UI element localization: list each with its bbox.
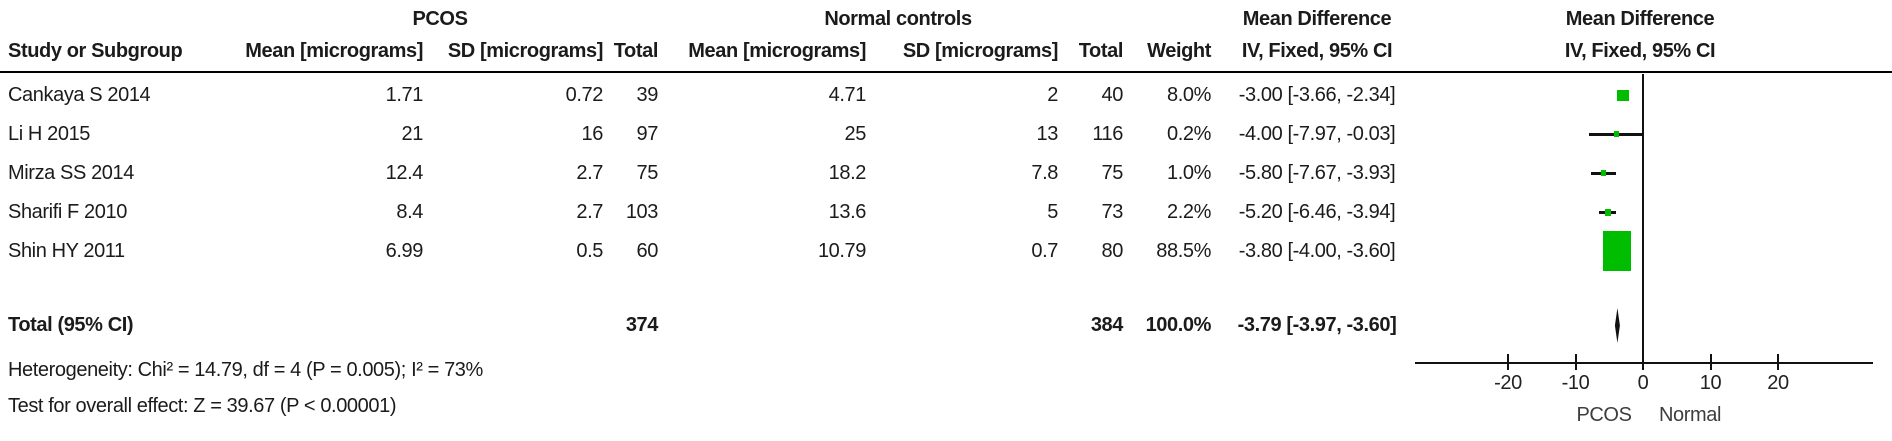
column-header-pcos-total: Total: [613, 39, 659, 62]
effect-square: [1601, 170, 1607, 176]
column-header-control-sd: SD [micrograms]: [902, 39, 1059, 62]
axis-tick: [1574, 354, 1577, 370]
control-total-cell: 80: [1101, 240, 1124, 262]
control-sd-cell: 2: [1047, 84, 1058, 106]
weight-cell: 8.0%: [1167, 84, 1211, 106]
ci-cell: -3.00 [-3.66, -2.34]: [1238, 84, 1396, 106]
pcos-total-cell: 75: [636, 162, 659, 184]
control-total-cell: 116: [1092, 123, 1123, 145]
study-row: Shin HY 2011 6.99 0.5 60 10.79 0.7 80 88…: [0, 232, 1892, 271]
study-row: Mirza SS 2014 12.4 2.7 75 18.2 7.8 75 1.…: [0, 154, 1892, 193]
ci-cell: -5.20 [-6.46, -3.94]: [1238, 201, 1396, 223]
column-header-study: Study or Subgroup: [8, 39, 183, 62]
axis-line: [1415, 362, 1873, 364]
total-label: Total (95% CI): [8, 314, 134, 336]
column-header-control-total: Total: [1078, 39, 1124, 62]
control-mean-cell: 25: [844, 123, 867, 145]
heterogeneity-line: Heterogeneity: Chi² = 14.79, df = 4 (P =…: [8, 358, 483, 381]
effect-square: [1613, 131, 1619, 137]
pcos-sd-cell: 16: [581, 123, 604, 145]
control-sd-cell: 5: [1047, 201, 1058, 223]
axis-tick-label: 20: [1767, 372, 1789, 394]
weight-cell: 88.5%: [1156, 240, 1211, 262]
group-header-mean-difference-text: Mean Difference: [1242, 7, 1392, 30]
ci-cell: -3.80 [-4.00, -3.60]: [1238, 240, 1396, 262]
header-divider-rule: [0, 71, 1892, 73]
axis-tick-label: 0: [1637, 372, 1649, 394]
total-weight: 100.0%: [1145, 314, 1212, 336]
ci-cell: -5.80 [-7.67, -3.93]: [1238, 162, 1396, 184]
zero-line: [1642, 74, 1644, 362]
axis-tick-label: -20: [1494, 372, 1522, 394]
study-name-cell: Cankaya S 2014: [8, 84, 151, 106]
column-header-ci: IV, Fixed, 95% CI: [1241, 39, 1393, 62]
total-row: Total (95% CI) 374 384 100.0% -3.79 [-3.…: [0, 306, 1892, 345]
pcos-mean-cell: 1.71: [385, 84, 424, 106]
control-mean-cell: 4.71: [828, 84, 867, 106]
control-total-cell: 40: [1101, 84, 1124, 106]
control-sd-cell: 0.7: [1031, 240, 1058, 262]
group-header-pcos: PCOS: [412, 7, 468, 30]
pcos-total-cell: 60: [636, 240, 659, 262]
pcos-total-cell: 39: [636, 84, 659, 106]
weight-cell: 0.2%: [1167, 123, 1211, 145]
control-total-cell: 73: [1101, 201, 1124, 223]
summary-diamond: [1614, 308, 1620, 343]
overall-effect-line: Test for overall effect: Z = 39.67 (P < …: [8, 394, 397, 417]
axis-tick-label: 10: [1699, 372, 1722, 394]
column-header-row: Study or Subgroup Mean [micrograms] SD […: [0, 34, 1892, 68]
pcos-total-cell: 103: [625, 201, 659, 223]
pcos-mean-cell: 8.4: [396, 201, 423, 223]
axis-label-pcos: PCOS: [1576, 404, 1632, 426]
control-sd-cell: 7.8: [1031, 162, 1058, 184]
study-row: Sharifi F 2010 8.4 2.7 103 13.6 5 73 2.2…: [0, 193, 1892, 232]
pcos-mean-cell: 6.99: [385, 240, 424, 262]
pcos-sd-cell: 0.72: [565, 84, 604, 106]
axis-tick: [1507, 354, 1509, 370]
total-pcos-n: 374: [625, 314, 659, 336]
study-name-cell: Sharifi F 2010: [8, 201, 127, 223]
control-mean-cell: 18.2: [828, 162, 867, 184]
effect-square: [1604, 208, 1611, 216]
total-ci: -3.79 [-3.97, -3.60]: [1237, 314, 1397, 336]
study-name-cell: Mirza SS 2014: [8, 162, 134, 184]
pcos-sd-cell: 2.7: [576, 162, 603, 184]
study-row: Cankaya S 2014 1.71 0.72 39 4.71 2 40 8.…: [0, 76, 1892, 115]
ci-cell: -4.00 [-7.97, -0.03]: [1238, 123, 1396, 145]
pcos-mean-cell: 12.4: [385, 162, 424, 184]
study-name-cell: Li H 2015: [8, 123, 91, 145]
column-header-weight: Weight: [1147, 39, 1211, 62]
weight-cell: 1.0%: [1167, 162, 1211, 184]
study-row: Li H 2015 21 16 97 25 13 116 0.2% -4.00 …: [0, 115, 1892, 154]
control-total-cell: 75: [1101, 162, 1124, 184]
control-sd-cell: 13: [1036, 123, 1059, 145]
pcos-mean-cell: 21: [401, 123, 424, 145]
effect-square: [1616, 89, 1629, 101]
weight-cell: 2.2%: [1167, 201, 1211, 223]
pcos-sd-cell: 2.7: [576, 201, 603, 223]
effect-square: [1603, 231, 1632, 271]
column-header-control-mean: Mean [micrograms]: [688, 39, 866, 62]
axis-tick: [1709, 354, 1712, 370]
control-mean-cell: 13.6: [828, 201, 867, 223]
column-header-ci-plot: IV, Fixed, 95% CI: [1564, 39, 1716, 62]
group-header-mean-difference-plot: Mean Difference: [1565, 7, 1715, 30]
axis-tick: [1777, 354, 1779, 370]
study-name-cell: Shin HY 2011: [8, 240, 125, 262]
pcos-sd-cell: 0.5: [576, 240, 603, 262]
control-mean-cell: 10.79: [817, 240, 866, 262]
total-control-n: 384: [1090, 314, 1124, 336]
axis-tick: [1642, 354, 1644, 370]
group-header-normal-controls: Normal controls: [824, 7, 972, 30]
axis-label-normal: Normal: [1658, 404, 1722, 426]
pcos-total-cell: 97: [636, 123, 659, 145]
column-header-pcos-sd: SD [micrograms]: [447, 39, 604, 62]
column-header-pcos-mean: Mean [micrograms]: [245, 39, 423, 62]
axis-tick-label: -10: [1561, 372, 1590, 394]
